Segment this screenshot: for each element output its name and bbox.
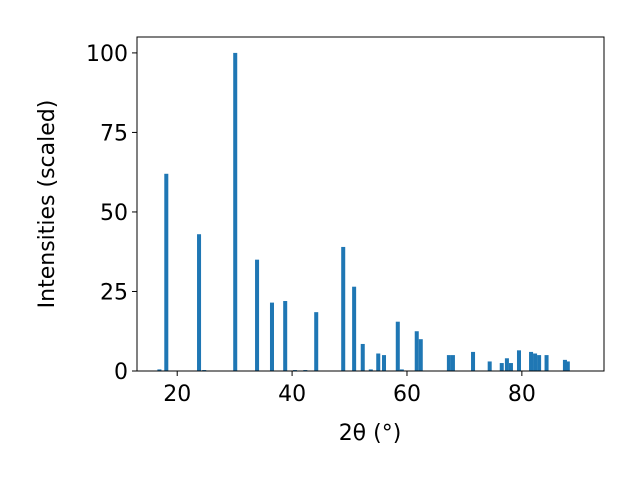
bar bbox=[504, 358, 509, 371]
bar bbox=[533, 353, 538, 371]
bar bbox=[508, 363, 513, 371]
bar bbox=[157, 369, 162, 371]
bar bbox=[529, 351, 534, 371]
bar bbox=[269, 302, 274, 371]
bar bbox=[395, 321, 400, 371]
plot-frame bbox=[136, 36, 605, 372]
bar bbox=[537, 355, 542, 371]
bar bbox=[499, 363, 504, 371]
y-tick-label: 0 bbox=[114, 360, 128, 385]
x-axis-label: 2θ (°) bbox=[339, 421, 402, 446]
bar bbox=[446, 355, 451, 371]
x-tick-label: 60 bbox=[393, 382, 421, 407]
y-tick-label: 50 bbox=[100, 201, 128, 226]
x-tick-label: 20 bbox=[163, 382, 191, 407]
bar bbox=[283, 301, 288, 371]
bar bbox=[487, 361, 492, 371]
bar bbox=[341, 246, 346, 371]
bar bbox=[450, 355, 455, 371]
y-tick-label: 75 bbox=[100, 121, 128, 146]
x-tick-label: 40 bbox=[278, 382, 306, 407]
y-tick-label: 25 bbox=[100, 280, 128, 305]
bar bbox=[233, 52, 238, 372]
bar bbox=[565, 361, 570, 371]
bar bbox=[255, 259, 260, 371]
bar bbox=[562, 359, 567, 371]
bar bbox=[368, 369, 373, 371]
bar bbox=[314, 312, 319, 371]
bar bbox=[544, 355, 549, 371]
bar bbox=[414, 331, 419, 371]
bar bbox=[399, 369, 404, 371]
bar bbox=[360, 343, 365, 371]
y-axis-label: Intensities (scaled) bbox=[35, 100, 60, 309]
bar bbox=[352, 286, 357, 371]
x-tick-label: 80 bbox=[508, 382, 536, 407]
bar bbox=[516, 350, 521, 371]
bar bbox=[418, 339, 423, 371]
y-tick-label: 100 bbox=[86, 42, 128, 67]
bar bbox=[164, 173, 169, 371]
bar bbox=[471, 351, 476, 371]
bar bbox=[381, 355, 387, 371]
bar bbox=[197, 234, 202, 371]
bar bbox=[376, 353, 381, 371]
